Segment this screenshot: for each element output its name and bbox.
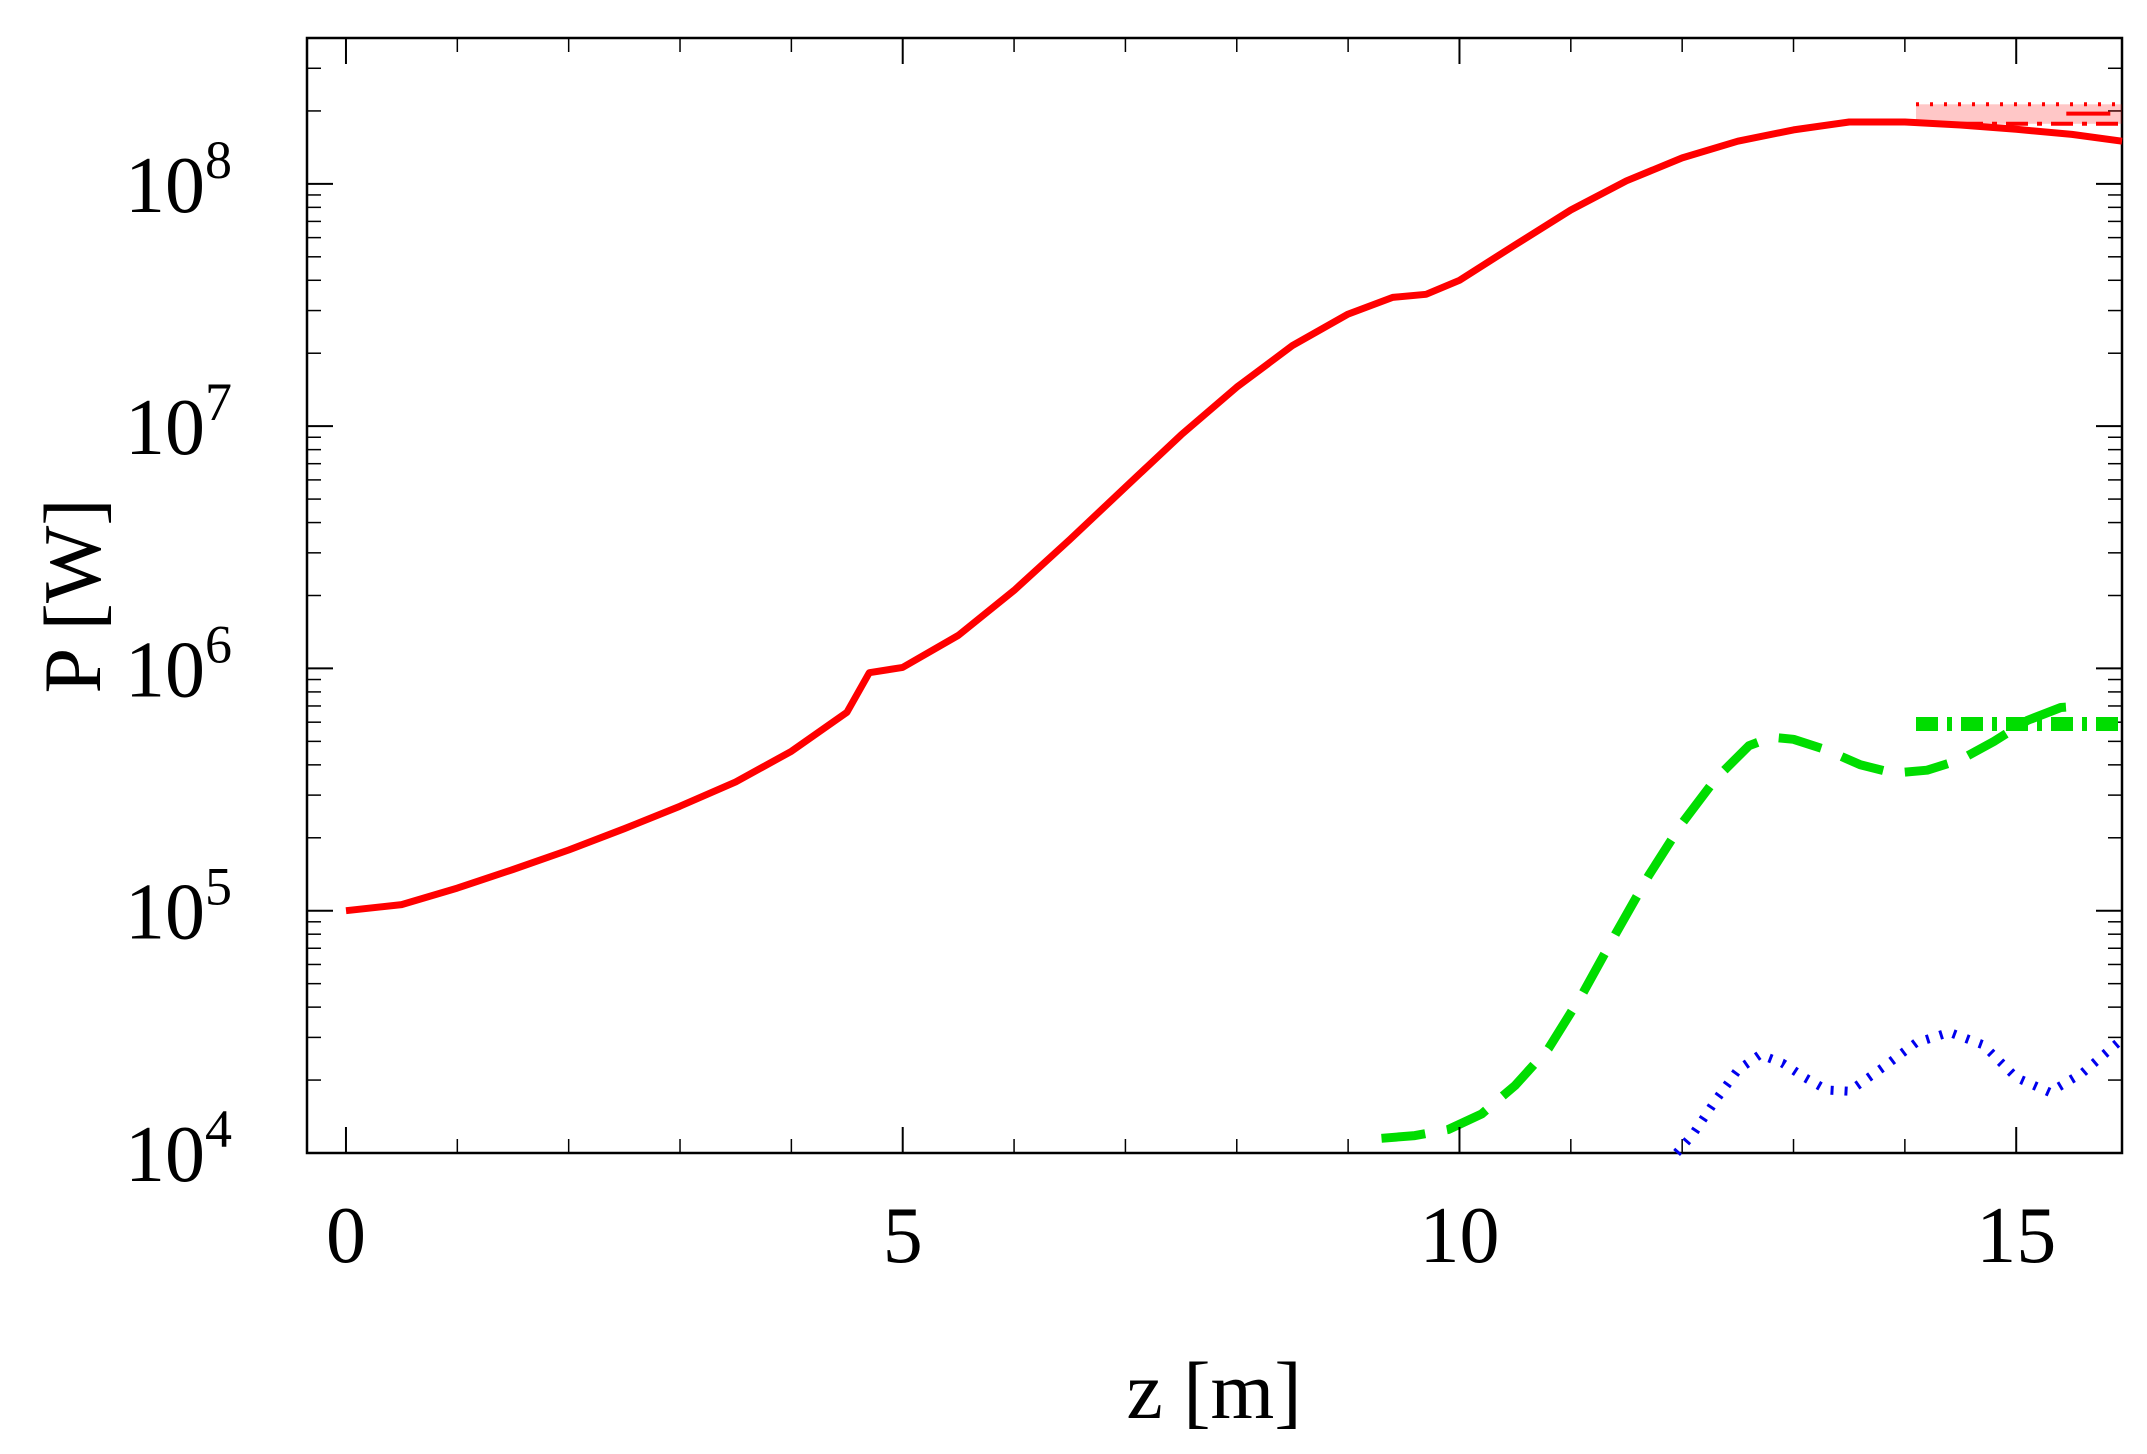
y-tick-labels: 104 105 106 107 108 [125, 130, 232, 1199]
x-tick-labels: 0 5 10 15 [326, 1192, 2056, 1280]
x-tick-label: 0 [326, 1192, 366, 1280]
major-ticks [307, 38, 2122, 1154]
y-tick-label: 104 [125, 1099, 232, 1199]
y-tick-label: 108 [125, 130, 232, 230]
power-spread-band [1916, 104, 2122, 124]
series-line-7 [1673, 1027, 2125, 1156]
y-tick-label: 106 [125, 614, 232, 714]
x-axis-label: z [m] [1126, 1345, 1301, 1436]
y-tick-label: 105 [125, 857, 232, 957]
y-tick-label: 107 [125, 372, 232, 472]
series-layer [345, 102, 2125, 1156]
x-tick-label: 15 [1976, 1192, 2056, 1280]
x-tick-label: 5 [883, 1192, 923, 1280]
series-line-1 [345, 118, 2123, 915]
plot-frame [305, 36, 2124, 1155]
x-tick-label: 10 [1419, 1192, 1499, 1280]
series-line-5 [1381, 701, 2084, 1143]
y-axis-label: P [W] [27, 498, 118, 693]
minor-ticks [307, 37, 2122, 1153]
plot-area [305, 36, 2124, 1155]
